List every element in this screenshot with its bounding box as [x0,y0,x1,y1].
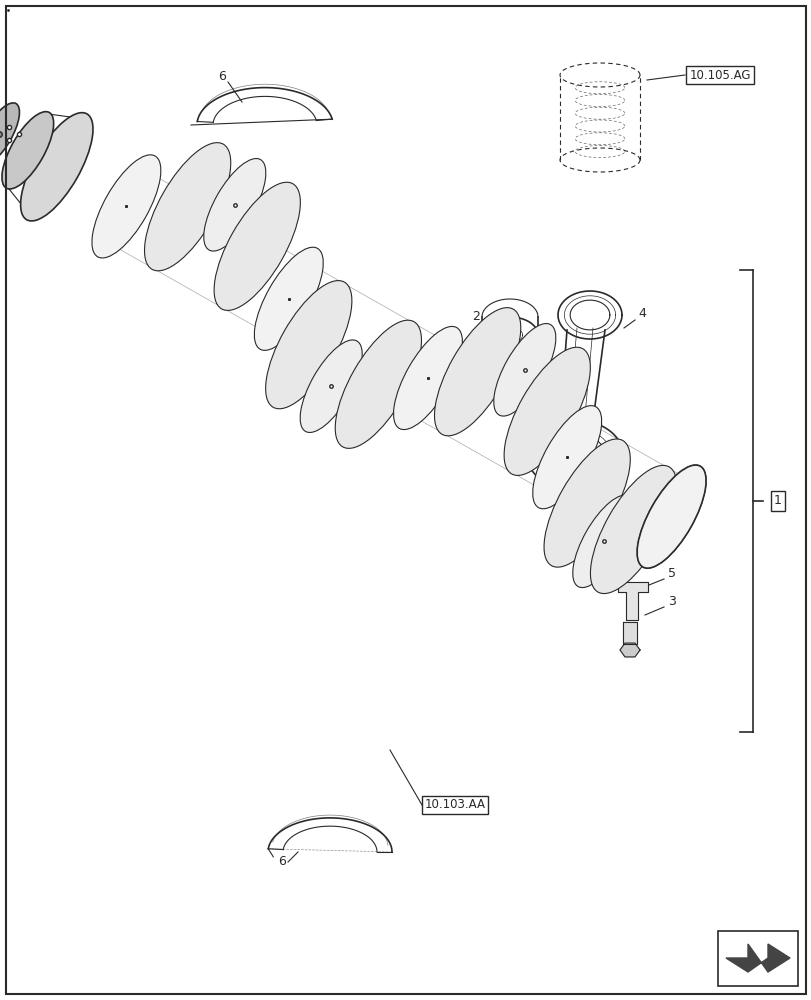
Text: 4: 4 [637,307,645,320]
Ellipse shape [0,103,19,165]
Ellipse shape [300,340,362,432]
Text: 10.103.AA: 10.103.AA [424,798,485,811]
Ellipse shape [144,143,230,271]
Ellipse shape [532,406,601,509]
Ellipse shape [434,308,520,436]
Ellipse shape [493,324,556,416]
Polygon shape [725,944,789,972]
Ellipse shape [504,347,590,475]
Text: 2: 2 [471,310,479,323]
Ellipse shape [204,159,265,251]
Text: 5: 5 [667,567,676,580]
Ellipse shape [572,495,634,588]
Text: 6: 6 [218,70,225,83]
Polygon shape [620,643,639,657]
Ellipse shape [590,465,676,594]
Polygon shape [617,582,647,620]
Ellipse shape [214,182,300,310]
Ellipse shape [20,113,93,221]
Ellipse shape [254,247,323,350]
Ellipse shape [543,439,629,567]
Text: 3: 3 [667,595,675,608]
Ellipse shape [637,465,706,568]
Ellipse shape [335,320,421,448]
Bar [717,931,797,986]
Ellipse shape [265,281,351,409]
Ellipse shape [393,326,462,430]
Text: 1: 1 [773,494,781,508]
Text: 6: 6 [277,855,285,868]
Text: 10.105.AG: 10.105.AG [689,69,750,82]
Polygon shape [622,622,636,644]
Ellipse shape [2,112,54,189]
Ellipse shape [637,465,706,568]
Ellipse shape [92,155,161,258]
